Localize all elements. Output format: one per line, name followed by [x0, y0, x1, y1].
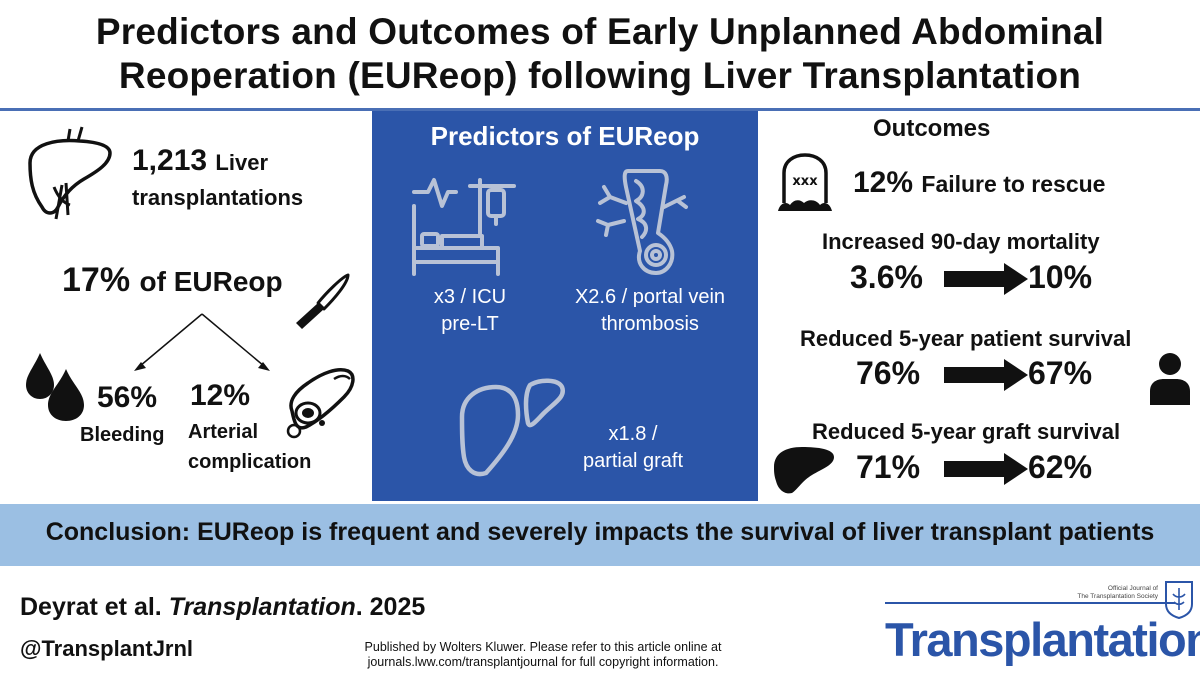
predictor-icu: x3 / ICU pre-LT [400, 284, 540, 338]
transplant-count-unit: Liver [215, 150, 269, 175]
mortality-to: 10% [1028, 259, 1093, 295]
mortality-from: 3.6% [850, 259, 923, 295]
journal-rule [885, 602, 1175, 604]
arrow-right-icon [944, 453, 1028, 485]
citation-journal: Transplantation [168, 593, 356, 621]
title-divider [0, 108, 1200, 111]
journal-logo: Transplantation [885, 613, 1200, 666]
conclusion-band: Conclusion: EUReop is frequent and sever… [0, 504, 1200, 566]
predictor-icu-line2: pre-LT [441, 313, 499, 335]
mortality-heading: Increased 90-day mortality [822, 229, 1100, 254]
journal-subtitle-line1: Official Journal of [1107, 585, 1158, 592]
title-block: Predictors and Outcomes of Early Unplann… [0, 0, 1200, 110]
title-line-2: Reoperation (EUReop) following Liver Tra… [118, 55, 1082, 96]
arterial-pct: 12% [190, 379, 251, 412]
split-arrows [134, 313, 270, 371]
eureop-rate: 17% of EUReop [62, 261, 283, 300]
arrow-right-icon [944, 359, 1028, 391]
predictor-pvt-line1: X2.6 / portal vein [574, 286, 726, 308]
graft-survival-to: 62% [1028, 449, 1093, 485]
liver-dark-icon [774, 447, 834, 494]
failure-to-rescue-pct: 12% [853, 166, 914, 199]
arterial-label: Arterial complication [188, 417, 311, 477]
predictor-graft: x1.8 / partial graft [568, 421, 698, 475]
transplant-count-label: transplantations [132, 185, 304, 210]
citation-year: . 2025 [355, 593, 426, 621]
patient-survival-to: 67% [1028, 355, 1093, 391]
patient-survival-heading: Reduced 5-year patient survival [800, 326, 1132, 351]
portal-vein-icon [596, 169, 688, 275]
predictors-title: Predictors of EUReop [430, 121, 700, 151]
predictor-graft-line2: partial graft [582, 450, 684, 472]
graft-survival-heading: Reduced 5-year graft survival [812, 419, 1121, 444]
left-panel: 1,213 Liver transplantations 17% of EURe… [0, 111, 372, 501]
transplant-count-value: 1,213 [132, 144, 208, 177]
outcomes-title: Outcomes [873, 115, 991, 142]
artery-icon [286, 368, 355, 439]
partial-liver-icon [459, 378, 566, 477]
journal-subtitle-line2: The Transplantation Society [1077, 593, 1158, 600]
eureop-rate-value: 17% [62, 261, 131, 299]
person-icon [1150, 353, 1190, 405]
blood-drops-icon [26, 353, 84, 421]
predictor-pvt-line2: thrombosis [601, 313, 699, 335]
failure-to-rescue: 12% Failure to rescue [853, 166, 1105, 200]
liver-icon [28, 126, 112, 220]
journal-seal-icon [1165, 581, 1193, 620]
graft-survival-from: 71% [856, 449, 921, 485]
publisher-note: Published by Wolters Kluwer. Please refe… [248, 640, 838, 670]
title-line-1: Predictors and Outcomes of Early Unplann… [95, 11, 1105, 52]
citation-authors: Deyrat et al. [20, 593, 162, 621]
icu-bed-icon [412, 178, 516, 276]
svg-text:xxx: xxx [792, 174, 818, 189]
publisher-note-line2: journals.lww.com/transplantjournal for f… [367, 655, 719, 669]
arterial-label-line2: complication [188, 451, 312, 473]
predictors-panel: Predictors of EUReop [372, 111, 758, 501]
scalpel-icon [296, 273, 350, 329]
predictor-graft-line1: x1.8 / [608, 423, 658, 445]
predictor-pvt: X2.6 / portal vein thrombosis [550, 284, 750, 338]
tombstone-icon: xxx [778, 153, 832, 211]
eureop-rate-label: of EUReop [139, 266, 283, 297]
citation: Deyrat et al. Transplantation. 2025 [20, 593, 425, 622]
outcomes-panel: Outcomes xxx 12% Failure to rescue Incre… [758, 111, 1200, 501]
arterial-label-line1: Arterial [188, 421, 259, 443]
journal-subtitle: Official Journal of The Transplantation … [1048, 585, 1158, 601]
arrow-right-icon [944, 263, 1028, 295]
bleeding-pct: 56% [97, 381, 158, 414]
failure-to-rescue-label: Failure to rescue [921, 171, 1106, 197]
conclusion-text: Conclusion: EUReop is frequent and sever… [45, 518, 1155, 546]
patient-survival-from: 76% [856, 355, 921, 391]
predictor-icu-line1: x3 / ICU [433, 286, 507, 308]
bleeding-label: Bleeding [80, 424, 165, 446]
transplant-count: 1,213 Liver [132, 143, 268, 181]
twitter-handle[interactable]: @TransplantJrnl [20, 636, 194, 661]
publisher-note-line1: Published by Wolters Kluwer. Please refe… [364, 640, 722, 654]
